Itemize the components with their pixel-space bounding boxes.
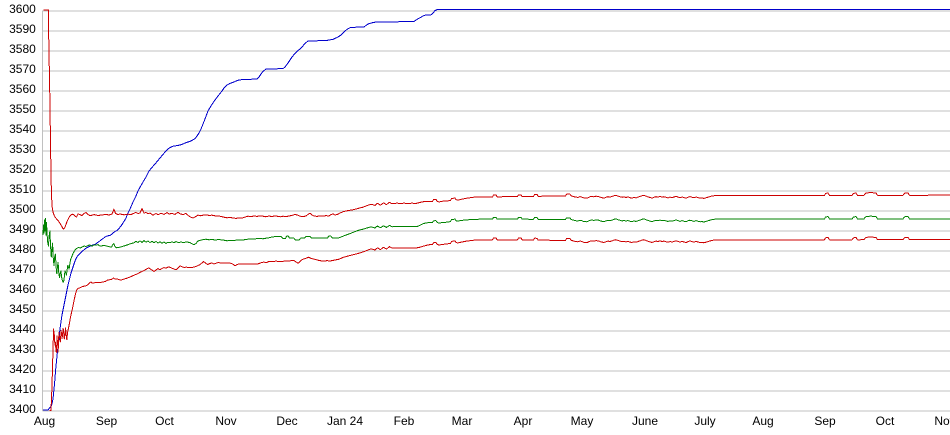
svg-text:3560: 3560 bbox=[9, 82, 36, 96]
svg-text:Apr: Apr bbox=[514, 414, 533, 428]
svg-text:June: June bbox=[632, 414, 658, 428]
svg-text:3410: 3410 bbox=[9, 382, 36, 396]
svg-text:3520: 3520 bbox=[9, 162, 36, 176]
svg-text:Nov: Nov bbox=[215, 414, 236, 428]
svg-text:3530: 3530 bbox=[9, 142, 36, 156]
svg-text:Aug: Aug bbox=[34, 414, 55, 428]
svg-text:3550: 3550 bbox=[9, 102, 36, 116]
svg-text:3540: 3540 bbox=[9, 122, 36, 136]
svg-text:Dec: Dec bbox=[276, 414, 297, 428]
svg-text:Jan 24: Jan 24 bbox=[327, 414, 363, 428]
svg-text:3590: 3590 bbox=[9, 22, 36, 36]
svg-text:Mar: Mar bbox=[452, 414, 473, 428]
svg-text:3420: 3420 bbox=[9, 362, 36, 376]
svg-text:3400: 3400 bbox=[9, 402, 36, 416]
svg-text:3450: 3450 bbox=[9, 302, 36, 316]
svg-text:3500: 3500 bbox=[9, 202, 36, 216]
svg-text:3430: 3430 bbox=[9, 342, 36, 356]
svg-text:Oct: Oct bbox=[876, 414, 895, 428]
svg-text:May: May bbox=[571, 414, 594, 428]
svg-text:3440: 3440 bbox=[9, 322, 36, 336]
svg-text:3470: 3470 bbox=[9, 262, 36, 276]
svg-text:Feb: Feb bbox=[394, 414, 415, 428]
svg-text:Aug: Aug bbox=[752, 414, 773, 428]
svg-text:3600: 3600 bbox=[9, 2, 36, 16]
svg-text:3480: 3480 bbox=[9, 242, 36, 256]
svg-text:Oct: Oct bbox=[155, 414, 174, 428]
svg-text:Sep: Sep bbox=[96, 414, 118, 428]
svg-text:3580: 3580 bbox=[9, 42, 36, 56]
svg-text:3510: 3510 bbox=[9, 182, 36, 196]
svg-text:July: July bbox=[694, 414, 715, 428]
svg-text:3570: 3570 bbox=[9, 62, 36, 76]
svg-text:3460: 3460 bbox=[9, 282, 36, 296]
svg-text:Nov: Nov bbox=[934, 414, 950, 428]
svg-text:Sep: Sep bbox=[814, 414, 836, 428]
svg-text:3490: 3490 bbox=[9, 222, 36, 236]
